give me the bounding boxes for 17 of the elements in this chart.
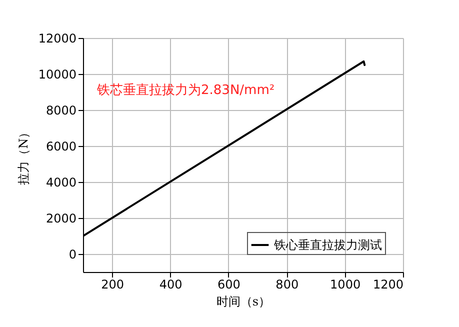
x-tick-label: 1000 <box>330 278 361 292</box>
x-tick-label: 200 <box>101 278 124 292</box>
y-tick-label: 6000 <box>46 140 76 154</box>
y-tick-label: 4000 <box>46 176 76 190</box>
x-tick-label: 800 <box>276 278 299 292</box>
y-tick-label: 0 <box>68 248 76 262</box>
y-tick-label: 2000 <box>46 212 76 226</box>
y-tick-label: 10000 <box>38 68 76 82</box>
x-axis-title: 时间（s） <box>216 294 271 308</box>
x-tick-label: 400 <box>159 278 182 292</box>
annotation: 铁芯垂直拉拔力为2.83N/mm² <box>96 83 275 98</box>
y-tick-label: 12000 <box>38 32 76 46</box>
x-tick-label: 1200 <box>372 278 404 292</box>
x-tick-label: 600 <box>218 278 240 292</box>
y-axis-title: 拉力（N） <box>16 126 30 185</box>
legend-label: 铁心垂直拉拔力测试 <box>273 238 382 252</box>
y-tick-label: 8000 <box>46 104 76 118</box>
